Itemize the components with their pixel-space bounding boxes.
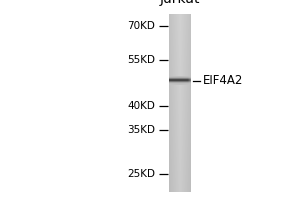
Text: Jurkat: Jurkat — [160, 0, 200, 6]
Text: 70KD: 70KD — [128, 21, 155, 31]
Text: 40KD: 40KD — [128, 101, 155, 111]
Text: 55KD: 55KD — [128, 55, 155, 65]
Text: 25KD: 25KD — [128, 169, 155, 179]
Text: 35KD: 35KD — [128, 125, 155, 135]
Text: EIF4A2: EIF4A2 — [202, 74, 243, 88]
